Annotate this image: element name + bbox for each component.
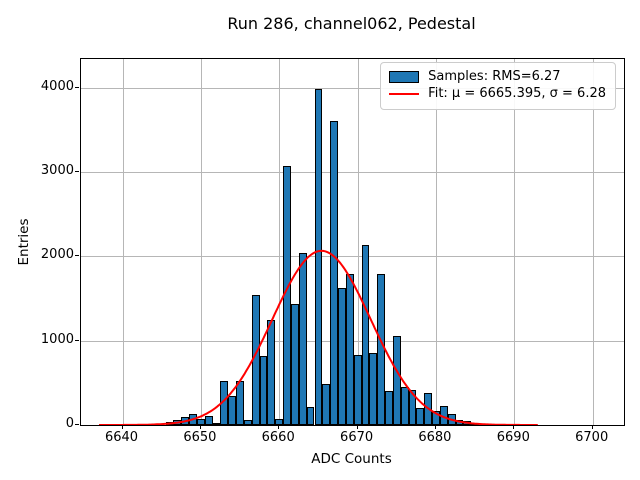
histogram-bar [243,419,252,425]
gaussian-fit-path [99,249,538,425]
plot-area: Samples: RMS=6.27 Fit: μ = 6665.395, σ =… [80,58,625,426]
gridline-x [279,59,281,425]
histogram-bar [353,355,362,425]
legend-samples-label: Samples: RMS=6.27 [428,69,561,84]
x-tick-label: 6640 [104,430,139,445]
legend-fit-swatch [389,93,420,95]
x-tick-mark [121,425,123,429]
histogram-bar [290,304,299,425]
histogram-bar [408,389,417,425]
gridline-x [435,59,437,425]
histogram-bar [275,418,284,425]
histogram-bar [432,411,440,425]
histogram-bar [212,423,221,425]
histogram-bar [204,416,213,425]
y-tick-mark [75,424,79,425]
histogram-bar [385,391,393,425]
histogram-bar [306,407,315,425]
histogram-bar [298,252,307,425]
y-tick-mark [75,339,79,341]
gridline-x [357,59,359,425]
gridline-x [592,59,594,425]
y-tick-label: 4000 [40,78,74,94]
gridline-x [514,59,516,425]
histogram-bar [228,395,237,425]
y-tick-label: 2000 [40,247,74,263]
legend-item-fit: Fit: μ = 6665.395, σ = 6.28 [389,86,606,102]
legend-fit-label: Fit: μ = 6665.395, σ = 6.28 [428,86,606,101]
chart-title: Run 286, channel062, Pedestal [227,14,476,33]
y-tick-label: 0 [65,416,74,431]
x-axis-label: ADC Counts [311,451,392,467]
y-tick-label: 1000 [40,331,74,347]
gridline-y [81,256,624,258]
histogram-bar [392,335,401,425]
gridline-x [122,59,124,425]
y-tick-mark [75,255,79,257]
y-axis-label: Entries [16,218,32,266]
x-tick-label: 6700 [575,430,609,445]
x-tick-label: 6660 [261,430,295,445]
histogram-bar [369,353,378,425]
histogram-bar [416,407,425,425]
fit-curve [99,249,538,425]
x-tick-label: 6680 [418,430,452,445]
x-tick-mark [434,425,436,429]
histogram-bar [196,419,205,425]
x-tick-mark [356,425,358,429]
x-tick-mark [513,425,515,429]
histogram-bar [345,274,354,425]
x-tick-label: 6690 [496,430,530,445]
y-tick-mark [75,171,79,172]
histogram-bar [400,387,409,425]
gridline-y [81,172,624,173]
y-tick-label: 3000 [40,163,74,178]
y-tick-mark [75,86,79,88]
histogram-bar [361,244,370,425]
histogram-bar [330,120,338,425]
histogram-bar [322,383,331,425]
histogram-bar [314,89,323,425]
legend-item-samples: Samples: RMS=6.27 [389,69,606,85]
x-tick-mark [278,425,280,429]
x-tick-mark [591,425,593,429]
histogram-bar [259,356,268,425]
histogram-bar [338,288,346,425]
legend-samples-swatch [389,71,420,83]
legend: Samples: RMS=6.27 Fit: μ = 6665.395, σ =… [380,62,616,110]
gridline-y [81,87,624,89]
x-tick-mark [199,425,201,429]
x-tick-label: 6650 [183,430,217,445]
x-tick-label: 6670 [340,430,374,445]
gridline-x [200,59,202,425]
